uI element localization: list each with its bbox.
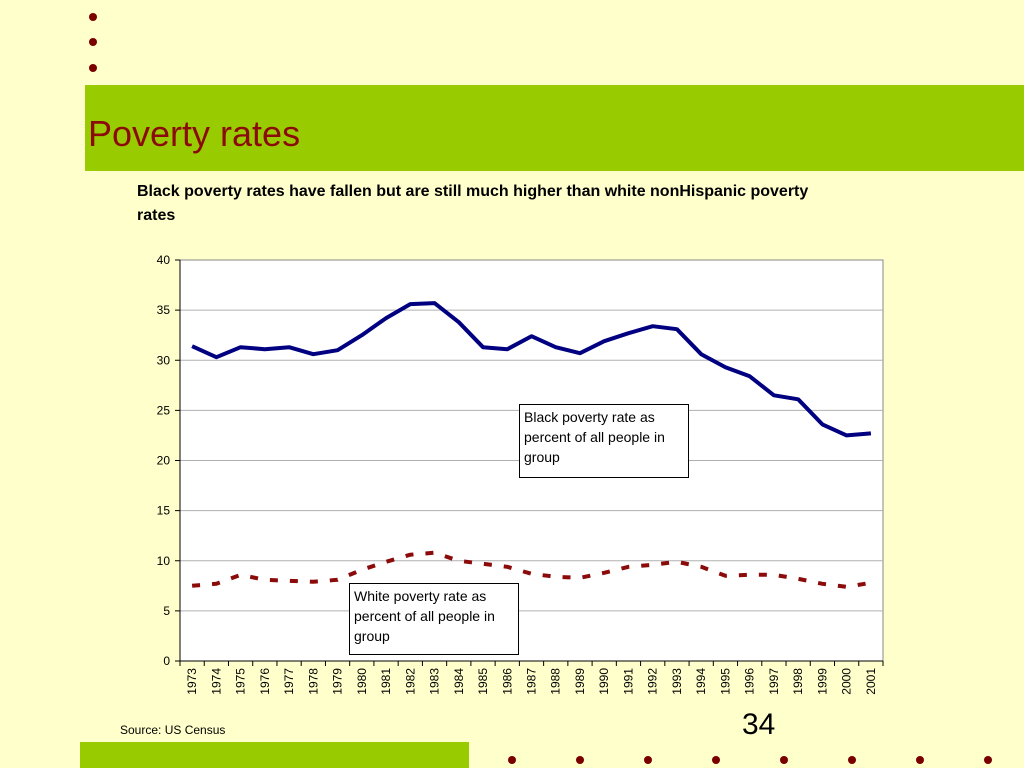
- chart-subtitle: Black poverty rates have fallen but are …: [137, 183, 809, 224]
- x-tick-label: 1992: [646, 668, 660, 695]
- x-tick-label: 1982: [403, 668, 417, 695]
- y-tick-label: 30: [157, 353, 171, 367]
- page-title: Poverty rates: [88, 113, 301, 154]
- bullet-dot: [712, 756, 720, 764]
- title-band: Poverty rates: [85, 85, 1024, 171]
- y-tick-label: 20: [157, 454, 171, 468]
- x-tick-label: 1993: [670, 668, 684, 695]
- bottom-band: [80, 742, 469, 768]
- y-tick-label: 40: [157, 253, 171, 267]
- x-tick-label: 1986: [500, 668, 514, 695]
- x-tick-label: 1996: [743, 668, 757, 695]
- source-note: Source: US Census: [120, 723, 226, 737]
- bullet-dot: [848, 756, 856, 764]
- x-tick-label: 1978: [306, 668, 320, 695]
- x-tick-label: 1991: [621, 668, 635, 695]
- x-tick-label: 1975: [234, 668, 248, 695]
- bullet-dot: [89, 13, 97, 21]
- x-tick-label: 1997: [767, 668, 781, 695]
- y-tick-label: 0: [163, 654, 170, 668]
- bullet-dot: [644, 756, 652, 764]
- bullet-dot: [780, 756, 788, 764]
- y-tick-label: 35: [157, 303, 171, 317]
- black-series-callout: Black poverty rate as percent of all peo…: [519, 404, 689, 478]
- bullet-dot: [89, 38, 97, 46]
- y-tick-label: 5: [163, 604, 170, 618]
- x-tick-label: 1977: [282, 668, 296, 695]
- x-tick-label: 1974: [209, 668, 223, 695]
- black-poverty-line: [191, 301, 872, 438]
- x-tick-label: 1990: [597, 668, 611, 695]
- x-tick-label: 1979: [331, 668, 345, 695]
- x-tick-label: 1998: [791, 668, 805, 695]
- x-tick-label: 2001: [864, 668, 878, 695]
- x-tick-label: 1994: [694, 668, 708, 695]
- bullet-dot: [984, 756, 992, 764]
- bullet-dot: [508, 756, 516, 764]
- x-tick-label: 1999: [815, 668, 829, 695]
- x-tick-label: 1989: [573, 668, 587, 695]
- x-tick-label: 1985: [476, 668, 490, 695]
- x-tick-label: 1987: [525, 668, 539, 695]
- x-tick-label: 1995: [718, 668, 732, 695]
- white-series-callout: White poverty rate as percent of all peo…: [349, 583, 519, 655]
- x-tick-label: 1980: [355, 668, 369, 695]
- x-tick-label: 1988: [549, 668, 563, 695]
- y-tick-label: 15: [157, 504, 171, 518]
- bullet-dot: [576, 756, 584, 764]
- y-tick-label: 10: [157, 554, 171, 568]
- y-tick-label: 25: [157, 403, 171, 417]
- bullet-dot: [89, 64, 97, 72]
- x-tick-label: 1973: [185, 668, 199, 695]
- page-number: 34: [742, 708, 776, 741]
- bullet-dot: [916, 756, 924, 764]
- x-tick-label: 1984: [452, 668, 466, 695]
- x-tick-label: 1983: [428, 668, 442, 695]
- x-tick-label: 1981: [379, 668, 393, 695]
- x-tick-label: 1976: [258, 668, 272, 695]
- x-tick-label: 2000: [840, 668, 854, 695]
